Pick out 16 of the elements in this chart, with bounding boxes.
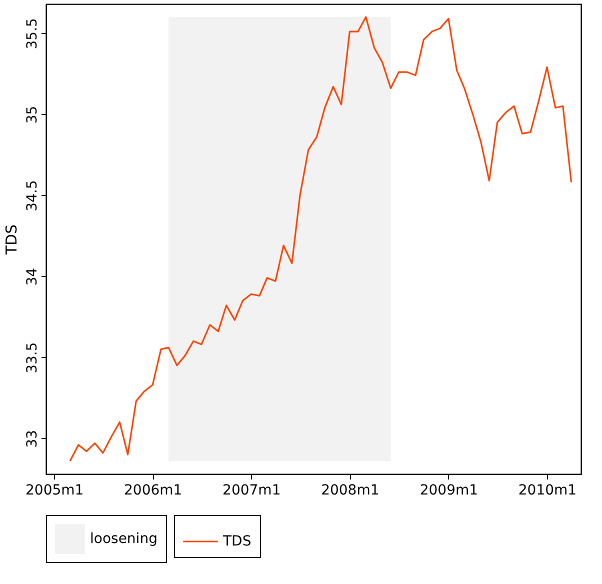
x-tick-label: 2008m1 bbox=[321, 482, 380, 498]
x-tick-label: 2010m1 bbox=[518, 482, 577, 498]
line-series bbox=[69, 16, 572, 462]
x-tick-label: 2006m1 bbox=[124, 482, 182, 498]
legend-label: loosening bbox=[90, 531, 158, 547]
y-tick-label: 35 bbox=[24, 106, 40, 124]
y-tick-label: 34 bbox=[24, 268, 40, 286]
x-tick-label: 2005m1 bbox=[26, 482, 84, 498]
x-tick-label: 2007m1 bbox=[222, 482, 281, 498]
y-tick-label: 35.5 bbox=[24, 18, 40, 50]
y-axis-title: TDS bbox=[2, 224, 20, 256]
x-tick-label: 2009m1 bbox=[420, 482, 478, 498]
legend-label: TDS bbox=[222, 534, 252, 550]
y-tick-label: 33 bbox=[24, 430, 40, 448]
y-tick-label: 34.5 bbox=[24, 180, 40, 212]
y-tick-label: 33.5 bbox=[24, 342, 40, 374]
